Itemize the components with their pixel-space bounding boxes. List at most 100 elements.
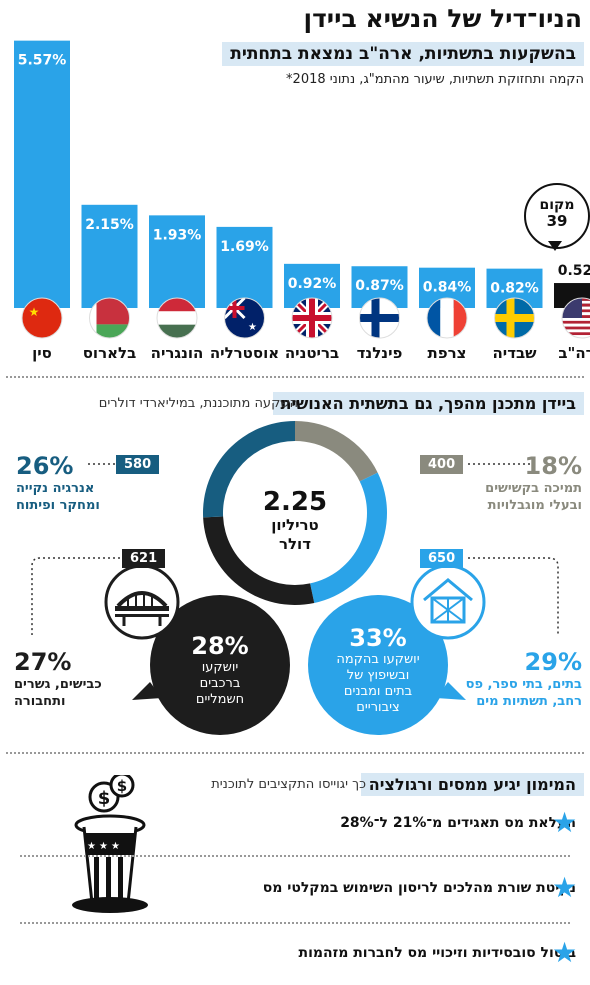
energy-value-tag: 580: [116, 455, 160, 474]
homes-label-1: בתים, בתי ספר, פס: [465, 677, 582, 692]
se-flag-icon: [494, 297, 535, 339]
category-label: הונגריה: [151, 344, 204, 362]
bar-value-label: 0.82%: [490, 281, 539, 297]
category-label: פינלנד: [357, 344, 403, 362]
homes-bubble-tail: [436, 682, 466, 700]
roads-value-tag: 621: [122, 549, 166, 568]
donut-segment-roads: [203, 516, 315, 605]
svg-text:$: $: [117, 777, 127, 795]
star-icon: ★: [552, 871, 578, 904]
au-flag-icon: ★: [224, 297, 265, 339]
roads-percent: 27%: [14, 648, 72, 676]
funding-bullet-1: העלאת מס תאגידים מ־21% ל־28%: [340, 815, 576, 831]
bar-value-label: 1.93%: [153, 227, 202, 243]
donut-segment-care: [295, 421, 378, 482]
category-label: בריטניה: [285, 344, 339, 362]
energy-label-2: ומחקר ופיתוח: [16, 498, 100, 513]
section-divider: [6, 752, 584, 754]
funding-bullet-3: ביטול סובסידיות וזיכויי מס לחברות מזהמות: [298, 945, 576, 961]
svg-text:★: ★: [111, 841, 120, 852]
budget-total-unit1: טריליון: [271, 516, 319, 534]
roads-label-2: ותחבורה: [14, 694, 66, 709]
energy-percent: 26%: [16, 452, 74, 480]
chart-note: הקמה ותחזוקת תשתיות, שיעור מהתמ"ג, נתוני…: [286, 72, 584, 87]
svg-text:★: ★: [99, 841, 108, 852]
care-label-1: תמיכה בקשישים: [485, 481, 582, 496]
bar-value-label: 0.92%: [288, 276, 337, 292]
budget-total-value: 2.25: [262, 487, 328, 517]
svg-text:★: ★: [248, 322, 257, 333]
bullet-divider: [20, 855, 570, 857]
homes-bubble-line-3: בתים ומבנים: [343, 684, 413, 699]
homes-bubble: [308, 595, 448, 735]
house-icon: [410, 564, 486, 640]
star-icon: ★: [552, 936, 578, 969]
fi-flag-icon: [359, 297, 400, 339]
bar-by: [81, 204, 138, 308]
category-label: ארה"ב: [558, 344, 590, 362]
ev-line-2: ברכבים: [199, 676, 241, 691]
bar-value-label: 0.84%: [423, 280, 472, 296]
ev-percent: 28%: [191, 632, 249, 660]
us-flag-icon: [561, 297, 590, 339]
care-percent: 18%: [524, 452, 582, 480]
bar-chart: 5.57% ★ סין 2.15% בלארוס 1.93% הונגריה 1.69% ★ או…: [14, 40, 590, 362]
homes-bubble-line-4: ציבוריים: [356, 700, 400, 715]
rank-value: 39: [546, 212, 568, 230]
bridge-icon: [104, 564, 180, 640]
ev-bubble: [150, 595, 290, 735]
bar-cn: [14, 40, 70, 308]
uncle-sam-hat-icon: $ $ ★ ★ ★: [72, 775, 148, 913]
hu-flag-icon: [156, 297, 198, 339]
homes-percent: 29%: [524, 648, 582, 676]
homes-label-2: רחב, תשתיות מים: [476, 694, 582, 709]
budget-total-unit2: דולר: [278, 535, 312, 553]
chart-subtitle: בהשקעות בתשתיות, ארה"ב נמצאת בתחתית: [222, 42, 584, 66]
bar-value-label: 5.57%: [18, 53, 67, 69]
svg-text:★: ★: [87, 841, 96, 852]
donut-segment-energy: [203, 421, 295, 518]
fr-flag-icon: [426, 297, 468, 339]
category-label: שבדיה: [492, 344, 537, 362]
roads-label-1: כבישים, גשרים: [14, 677, 102, 692]
connector-homes: [468, 557, 559, 635]
category-label: סין: [32, 344, 52, 362]
budget-heading: ביידן מתכנן מהפך, גם בתשתית האנושית: [272, 392, 584, 415]
svg-text:★: ★: [29, 305, 40, 319]
homes-bubble-line-2: ובשיפוץ של: [346, 668, 410, 683]
homes-bubble-percent: 33%: [349, 624, 407, 652]
ev-line-3: חשמליים: [195, 692, 245, 707]
funding-bullet-2: נקיטת שורת מהלכים לריסון השימוש במקלטי מ…: [262, 880, 576, 896]
section-divider: [6, 376, 584, 378]
gb-flag-icon: [291, 297, 333, 339]
bar-au: [216, 226, 273, 308]
bar-hu: [149, 215, 205, 308]
funding-subheading: כך יגוייסו התקציבים לתוכנית: [211, 777, 366, 792]
budget-subheading: השקעה מתוכננת, במיליארדי דולרים: [98, 396, 298, 411]
bar-value-label: 2.15%: [85, 217, 134, 233]
category-label: צרפת: [428, 344, 467, 362]
ev-bubble-tail: [132, 682, 162, 700]
rank-label: מקום: [539, 197, 575, 213]
rank-badge: מקום 39: [524, 183, 590, 249]
budget-diagram: [31, 421, 559, 735]
care-value-tag: 400: [420, 455, 464, 474]
homes-bubble-line-1: יושקעו בהקמה: [336, 652, 420, 667]
by-flag-icon: [89, 297, 130, 339]
category-label: בלארוס: [83, 344, 137, 362]
svg-text:$: $: [98, 788, 111, 809]
funding-heading: המימון יגיע ממסים ורגולציה: [360, 773, 584, 796]
page-title: הניו־דיל של הנשיא ביידן: [303, 4, 582, 33]
bar-value-label: 0.52%: [558, 263, 590, 279]
homes-value-tag: 650: [420, 549, 464, 568]
energy-label-1: אנרגיה נקייה: [16, 481, 95, 496]
care-label-2: ובעלי מוגבלויות: [487, 498, 582, 513]
star-icon: ★: [552, 806, 578, 839]
donut-segment-homes: [310, 472, 387, 603]
bar-value-label: 0.87%: [355, 278, 404, 294]
rank-badge-tail: [548, 241, 562, 251]
category-label: אוסטרליה: [210, 344, 279, 362]
bar-value-label: 1.69%: [220, 239, 269, 255]
cn-flag-icon: ★: [21, 297, 63, 339]
bullet-divider: [20, 922, 570, 924]
